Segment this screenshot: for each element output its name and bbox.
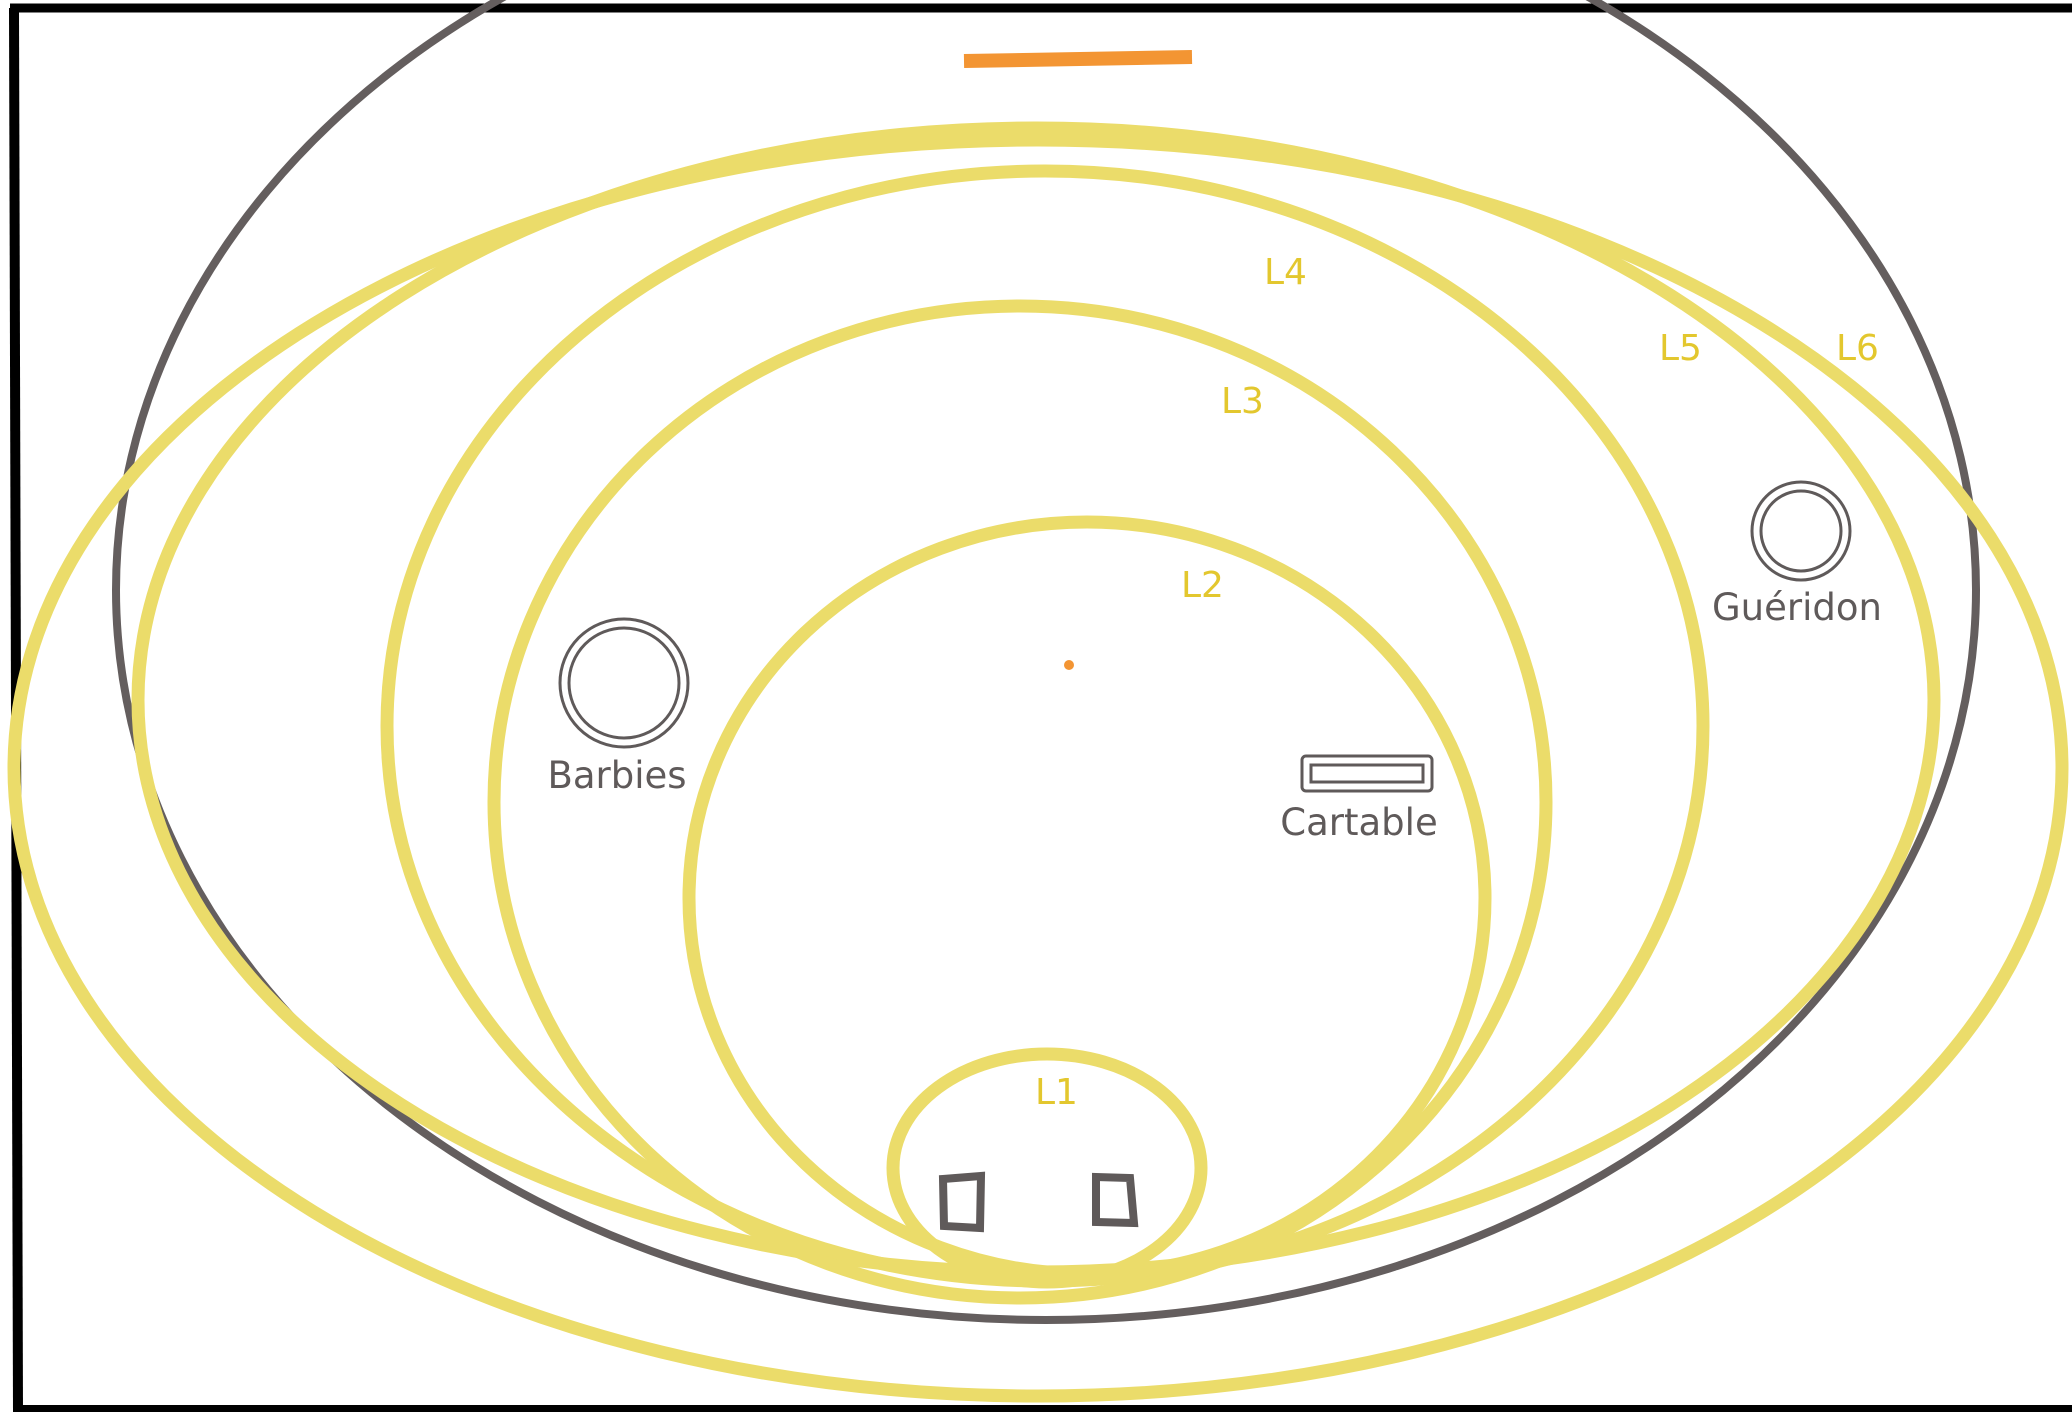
orange-line-icon (963, 50, 1193, 68)
square-outline-icon (938, 1171, 986, 1233)
double-circle-icon (1750, 480, 1852, 582)
double-circle-icon-inner (1759, 489, 1843, 573)
zone-l1-ring (886, 1047, 1208, 1289)
zone-labels: L1 L2 L3 L4 L5 L6 (1035, 252, 1879, 1113)
zone-label-l2: L2 (1181, 565, 1224, 606)
zone-l4-ring (380, 164, 1710, 1288)
feet-object (938, 1171, 1139, 1233)
room-outline (112, 0, 1980, 1324)
square-outline-icon (1092, 1172, 1139, 1228)
zone-label-l6: L6 (1836, 328, 1879, 369)
double-circle-icon (558, 617, 690, 749)
gueridon-object: Guéridon (1712, 480, 1882, 629)
zone-label-l5: L5 (1659, 328, 1702, 369)
zone-label-l3: L3 (1221, 381, 1264, 422)
zone-label-l1: L1 (1035, 1072, 1078, 1113)
cartable-label: Cartable (1280, 801, 1437, 844)
rounded-rectangle-icon (1300, 754, 1434, 793)
barbies-object: Barbies (547, 617, 690, 797)
zone-l3-ring (487, 299, 1553, 1305)
gueridon-label: Guéridon (1712, 586, 1882, 629)
zone-label-l4: L4 (1264, 252, 1307, 293)
zones (7, 121, 2069, 1403)
barbies-label: Barbies (547, 754, 686, 797)
zone-l6-ring (7, 133, 2069, 1403)
rounded-rectangle-icon-inner (1309, 763, 1425, 784)
orange-dot-icon (1064, 660, 1074, 670)
zone-l2-ring (682, 515, 1492, 1281)
frame (9, 3, 2072, 1412)
double-circle-icon-inner (567, 626, 681, 740)
cartable-object: Cartable (1280, 754, 1438, 844)
